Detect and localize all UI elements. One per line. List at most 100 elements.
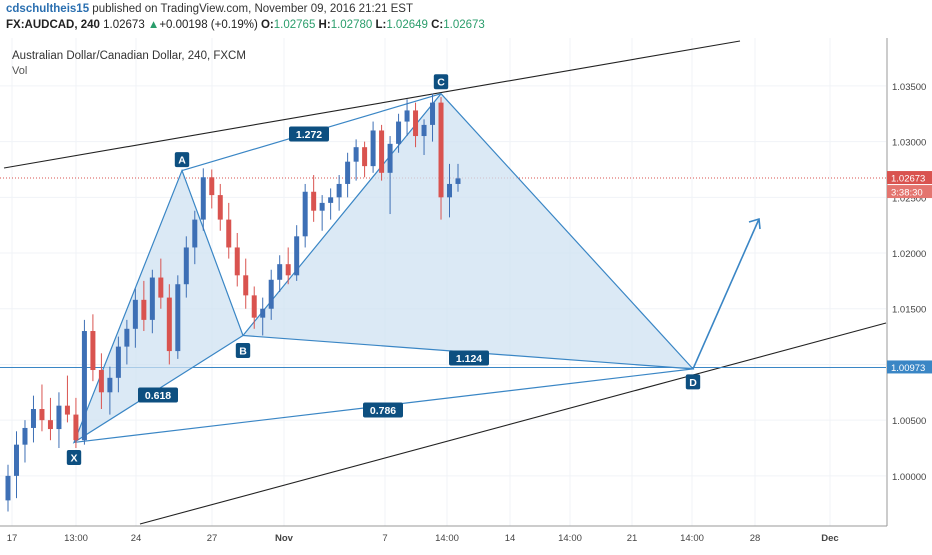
x-tick-label: 14 xyxy=(505,533,516,544)
point-label-a: A xyxy=(178,155,186,167)
candle-body xyxy=(277,264,283,280)
last-price: 1.02673 xyxy=(103,19,145,31)
point-label-c-bg xyxy=(433,74,449,90)
x-tick-label: 14:00 xyxy=(558,533,582,544)
candle-body xyxy=(285,264,291,276)
high-label: H: xyxy=(318,19,331,31)
high-value: 1.02780 xyxy=(330,19,373,31)
x-tick-label: 14:00 xyxy=(680,533,704,544)
candle-body xyxy=(217,195,223,220)
lower-trendline[interactable] xyxy=(139,322,887,525)
y-tick-label: 1.02000 xyxy=(892,249,926,260)
author-link[interactable]: cdschultheis15 xyxy=(6,3,90,15)
candle-body xyxy=(260,308,266,318)
level-value: 1.00973 xyxy=(891,363,925,374)
price-chart[interactable]: Australian Dollar/Canadian Dollar, 240, … xyxy=(0,38,932,550)
open-value: 1.02765 xyxy=(273,19,316,31)
y-tick-label: 1.02500 xyxy=(892,193,926,204)
candle-body xyxy=(226,219,232,248)
candle-body xyxy=(336,183,342,198)
projection-arrow[interactable] xyxy=(692,218,760,370)
candles xyxy=(5,93,461,512)
candle-body xyxy=(90,331,96,371)
candle-body xyxy=(328,197,334,203)
x-tick-label: 21 xyxy=(627,533,638,544)
candle-body xyxy=(64,405,70,415)
candle-body xyxy=(379,130,385,173)
candle-body xyxy=(56,405,62,430)
volume-label: Vol xyxy=(12,65,27,77)
point-label-d: D xyxy=(689,377,697,389)
candle-body xyxy=(294,236,300,276)
candle-body xyxy=(362,147,368,167)
level-badge xyxy=(887,360,932,374)
y-tick-label: 1.00000 xyxy=(892,472,926,483)
y-tick-label: 1.01500 xyxy=(892,305,926,316)
point-label-a-bg xyxy=(174,152,190,168)
candle-body xyxy=(396,121,402,144)
y-tick-label: 1.03000 xyxy=(892,138,926,149)
upper-trendline[interactable] xyxy=(3,40,741,169)
x-tick-label: 17 xyxy=(7,533,18,544)
candle-body xyxy=(200,177,206,220)
candle-body xyxy=(149,277,155,320)
candle-body xyxy=(370,130,376,167)
candle-body xyxy=(30,409,36,428)
candle-body xyxy=(353,147,359,162)
candle-body xyxy=(251,295,257,318)
current-price-value: 1.02673 xyxy=(891,174,925,185)
candle-body xyxy=(430,102,436,125)
candle-body xyxy=(209,177,215,196)
candle-body xyxy=(141,299,147,320)
candle-body xyxy=(243,275,249,296)
low-label: L: xyxy=(375,19,387,31)
candle-body xyxy=(447,183,453,198)
countdown-value: 3:38:30 xyxy=(891,188,923,199)
candle-body xyxy=(98,370,104,393)
candle-body xyxy=(81,331,87,441)
candle-body xyxy=(22,427,28,445)
candle-body xyxy=(47,420,53,430)
header: cdschultheis15 published on TradingView.… xyxy=(0,0,932,38)
symbol: FX:AUDCAD, 240 xyxy=(6,19,100,31)
point-label-b-bg xyxy=(235,342,251,358)
current-price-badge xyxy=(887,171,932,185)
candle-body xyxy=(345,161,351,184)
candle-body xyxy=(39,409,45,421)
open-label: O: xyxy=(260,19,274,31)
pattern-overlay[interactable]: X A B C D 0.618 1.272 1.124 0.786 xyxy=(66,74,761,465)
candle-body xyxy=(124,328,130,347)
candle-body xyxy=(107,377,113,393)
low-value: 1.02649 xyxy=(386,19,428,31)
candle-body xyxy=(302,191,308,237)
ratio-label-bg xyxy=(138,387,178,403)
x-tick-label: Dec xyxy=(821,533,838,544)
candle-body xyxy=(455,178,461,184)
x-tick-label: 27 xyxy=(207,533,218,544)
chart-area[interactable]: Australian Dollar/Canadian Dollar, 240, … xyxy=(0,38,932,550)
candle-body xyxy=(166,297,172,352)
candle-body xyxy=(192,219,198,248)
candle-body xyxy=(158,277,164,298)
y-tick-label: 1.03500 xyxy=(892,82,926,93)
point-label-x: X xyxy=(70,452,77,464)
candle-body xyxy=(438,102,444,198)
ratio-label-bg xyxy=(449,350,489,366)
candle-body xyxy=(404,110,410,122)
candle-body xyxy=(73,414,79,441)
x-tick-label: 14:00 xyxy=(435,533,459,544)
publish-line: cdschultheis15 published on TradingView.… xyxy=(6,3,413,15)
candle-body xyxy=(13,444,19,476)
y-tick-label: 1.00500 xyxy=(892,416,926,427)
x-tick-label: Nov xyxy=(275,533,294,544)
point-label-b: B xyxy=(239,345,247,357)
point-label-d-bg xyxy=(685,374,701,390)
quote-line: FX:AUDCAD, 240 1.02673 ▲+0.00198 (+0.19%… xyxy=(6,19,485,31)
candle-body xyxy=(175,284,181,352)
x-tick-label: 13:00 xyxy=(64,533,88,544)
countdown-badge xyxy=(887,185,932,199)
ratio-label: 1.124 xyxy=(456,353,482,365)
ratio-label: 0.618 xyxy=(145,390,171,402)
axes: 1.035001.030001.025001.020001.015001.010… xyxy=(0,38,932,544)
chart-title: Australian Dollar/Canadian Dollar, 240, … xyxy=(12,50,246,62)
